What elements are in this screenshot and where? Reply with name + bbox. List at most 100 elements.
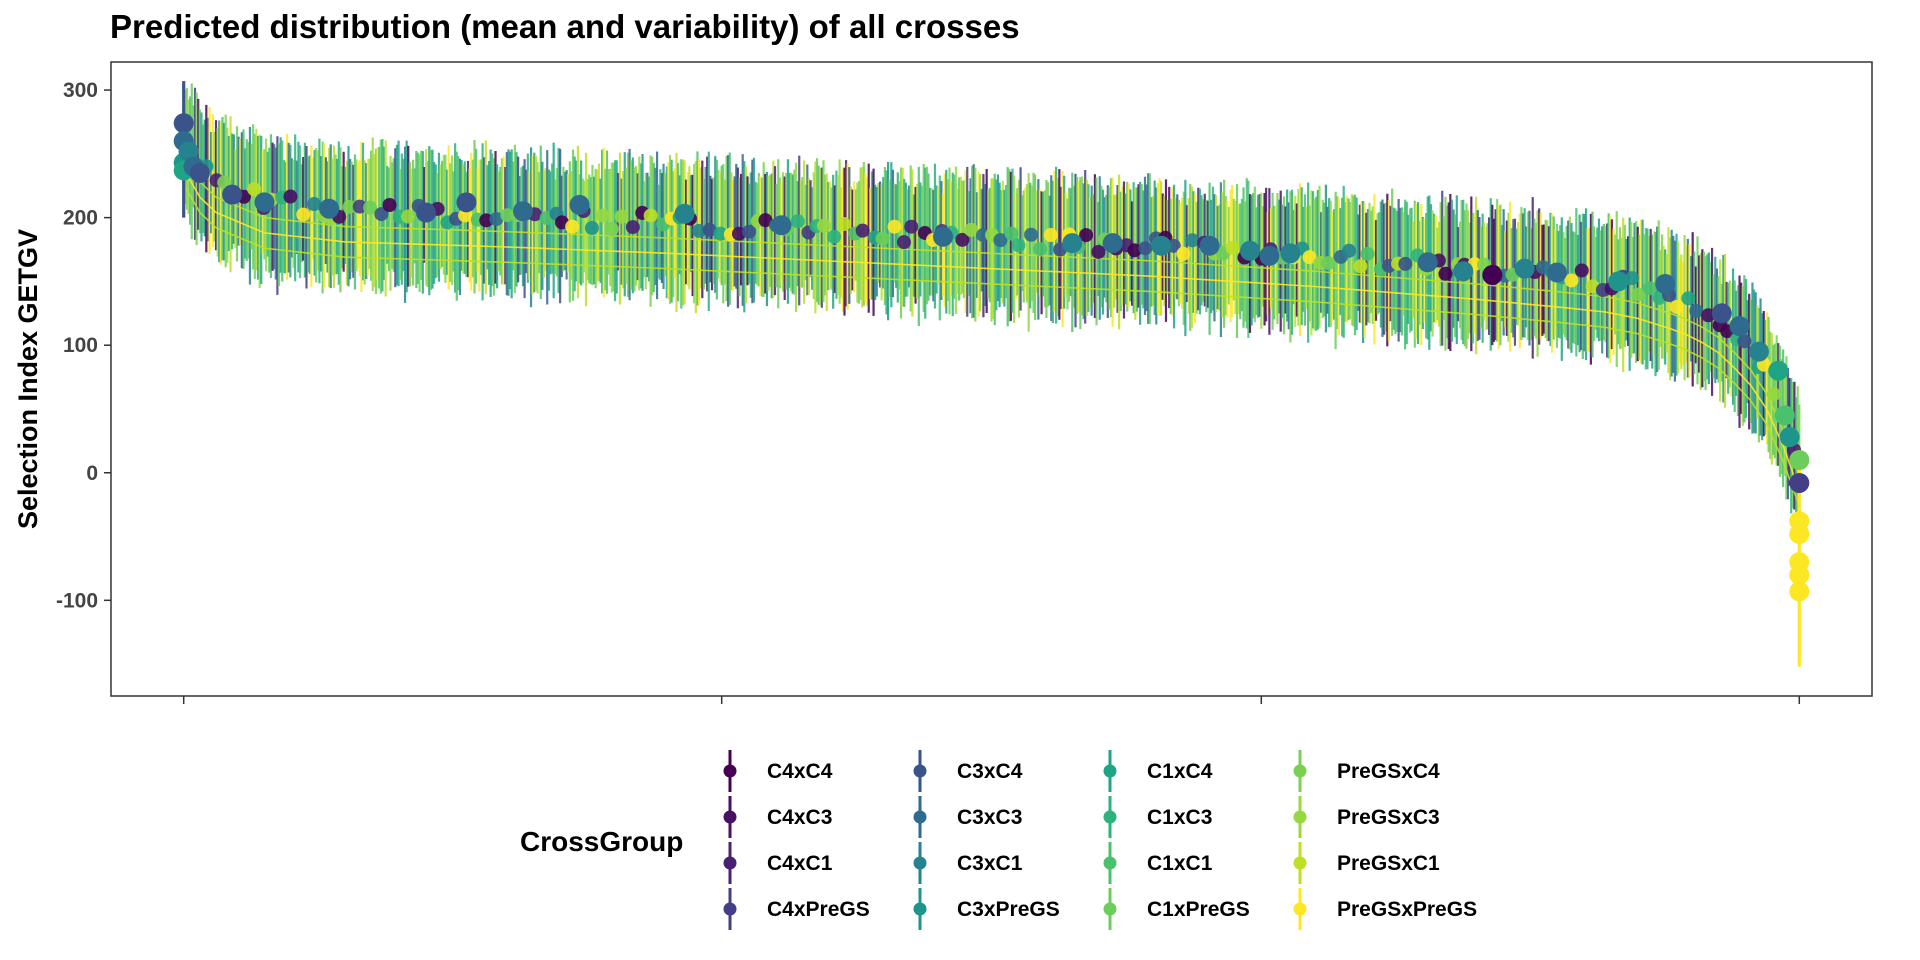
- mean-point: [614, 209, 629, 224]
- highlighted-mean-point: [1789, 472, 1810, 493]
- mean-point: [584, 220, 599, 235]
- mean-point: [1185, 233, 1200, 248]
- highlighted-mean-point: [1774, 405, 1795, 426]
- highlighted-mean-point: [1789, 581, 1810, 602]
- mean-point: [352, 199, 367, 214]
- y-axis-title: Selection Index GETGV: [13, 229, 43, 529]
- mean-point: [400, 209, 415, 224]
- highlighted-mean-point: [674, 203, 695, 224]
- legend-label: PreGSxC1: [1337, 852, 1440, 875]
- legend-key-point: [723, 764, 737, 778]
- mean-point: [283, 189, 298, 204]
- highlighted-mean-point: [1199, 235, 1220, 256]
- mean-point: [1438, 266, 1453, 281]
- highlighted-mean-point: [1768, 360, 1789, 381]
- mean-point: [702, 222, 717, 237]
- legend-label: PreGSxC3: [1337, 806, 1440, 829]
- highlighted-mean-point: [1655, 273, 1676, 294]
- mean-point: [1127, 243, 1142, 258]
- mean-point: [964, 222, 979, 237]
- mean-point: [1079, 228, 1094, 243]
- mean-point: [836, 217, 851, 232]
- mean-point: [1033, 242, 1048, 257]
- highlighted-mean-point: [1711, 303, 1732, 324]
- mean-point: [1043, 228, 1058, 243]
- legend-key-point: [1293, 810, 1307, 824]
- legend-label: C1xC1: [1147, 852, 1213, 875]
- mean-point: [887, 219, 902, 234]
- y-tick-label: 200: [63, 207, 98, 230]
- legend-key-point: [913, 764, 927, 778]
- legend-label: C1xPreGS: [1147, 898, 1250, 921]
- legend-item: C3xC4: [913, 750, 1023, 792]
- mean-point: [790, 214, 805, 229]
- mean-point: [1011, 238, 1026, 253]
- y-tick-label: -100: [56, 589, 98, 612]
- mean-point: [855, 223, 870, 238]
- mean-point: [1624, 271, 1639, 286]
- highlighted-mean-point: [771, 215, 792, 236]
- highlighted-mean-point: [416, 202, 437, 223]
- mean-point: [827, 229, 842, 244]
- trend-line: [183, 168, 1801, 491]
- y-tick-label: 0: [86, 462, 98, 485]
- mean-point: [1574, 263, 1589, 278]
- mean-point: [1669, 299, 1684, 314]
- legend-key-point: [1103, 856, 1117, 870]
- y-tick-label: 100: [63, 334, 98, 357]
- mean-point: [382, 198, 397, 213]
- highlighted-mean-point: [1729, 316, 1750, 337]
- mean-point: [896, 235, 911, 250]
- mean-point: [904, 219, 919, 234]
- highlighted-mean-point: [222, 184, 243, 205]
- mean-point: [1138, 241, 1153, 256]
- trend-line: [183, 153, 1801, 476]
- legend-item: PreGSxPreGS: [1293, 888, 1477, 930]
- legend-key-point: [1293, 902, 1307, 916]
- mean-point: [742, 224, 757, 239]
- mean-point: [1176, 246, 1191, 261]
- legend-label: C3xC3: [957, 806, 1022, 829]
- legend-item: C4xC1: [723, 842, 833, 884]
- legend-key-point: [1103, 764, 1117, 778]
- highlighted-mean-point: [178, 141, 199, 162]
- highlighted-mean-point: [456, 192, 477, 213]
- mean-point: [625, 220, 640, 235]
- legend-key-point: [723, 810, 737, 824]
- legend-item: C4xC4: [723, 750, 833, 792]
- legend-key-point: [913, 902, 927, 916]
- legend-key-point: [1293, 764, 1307, 778]
- mean-point: [247, 182, 262, 197]
- highlighted-mean-point: [1546, 262, 1567, 283]
- mean-point: [1004, 226, 1019, 241]
- highlighted-mean-point: [1789, 450, 1810, 471]
- mean-point: [1342, 243, 1357, 258]
- mean-point: [1642, 281, 1657, 296]
- plot-area: [173, 81, 1810, 667]
- mean-point: [565, 219, 580, 234]
- trend-line: [183, 184, 1801, 507]
- legend-key-point: [723, 856, 737, 870]
- legend-label: C4xC1: [767, 852, 833, 875]
- legend-key-point: [723, 902, 737, 916]
- legend-key-point: [1293, 856, 1307, 870]
- mean-point: [1091, 244, 1106, 259]
- highlighted-mean-point: [1151, 235, 1172, 256]
- legend-item: PreGSxC4: [1293, 750, 1440, 792]
- mean-point: [1321, 256, 1336, 271]
- interval-layer: [182, 83, 1801, 535]
- highlighted-mean-point: [1789, 523, 1810, 544]
- legend-label: C1xC3: [1147, 806, 1212, 829]
- legend-label: PreGSxC4: [1337, 760, 1440, 783]
- highlighted-mean-point: [1102, 233, 1123, 254]
- legend-item: C3xC1: [913, 842, 1023, 884]
- mean-point: [1024, 227, 1039, 242]
- mean-point: [489, 212, 504, 227]
- legend-item: C4xPreGS: [723, 888, 870, 930]
- mean-point: [816, 218, 831, 233]
- legend-key-point: [913, 856, 927, 870]
- highlighted-mean-point: [1259, 245, 1280, 266]
- legend-label: C4xPreGS: [767, 898, 870, 921]
